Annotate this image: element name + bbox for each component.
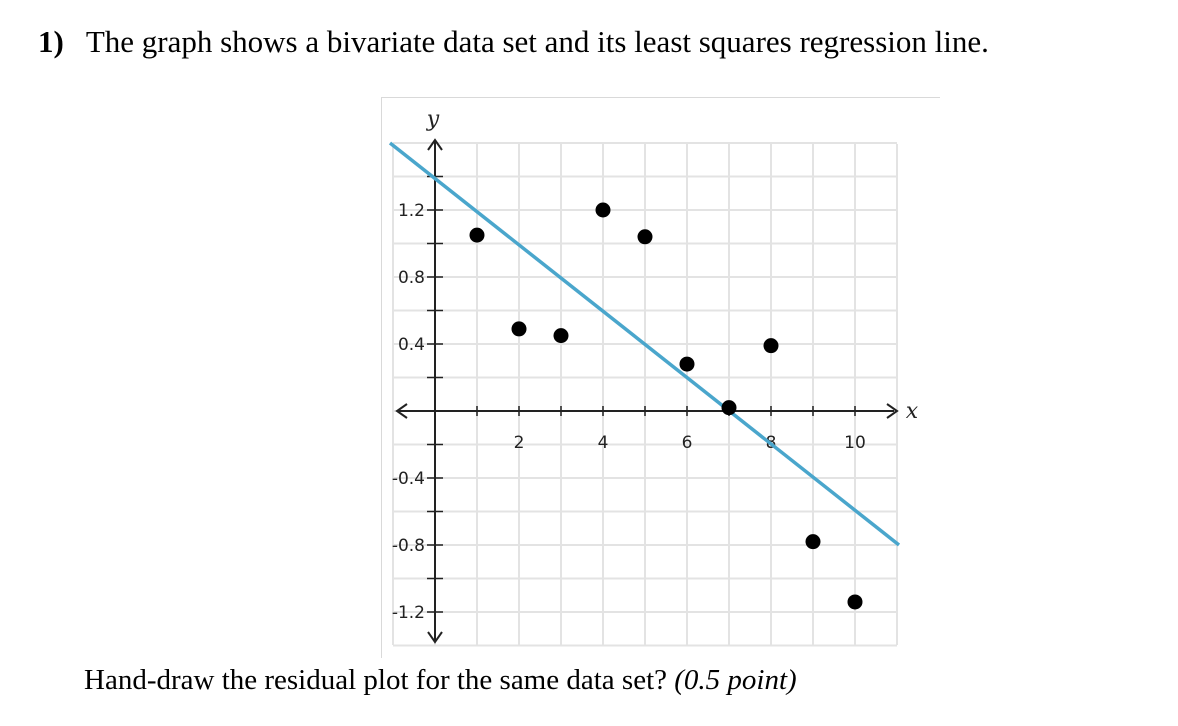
chart-frame — [381, 97, 940, 658]
data-point — [553, 328, 569, 344]
regression-line — [388, 141, 901, 547]
y-axis-label: y — [426, 107, 440, 132]
y-tick-label: -0.8 — [392, 536, 425, 556]
x-axis-right-arrow — [886, 403, 899, 419]
data-point — [721, 400, 737, 416]
x-tick-label: 6 — [682, 433, 693, 453]
y-axis-bottom-arrow — [427, 631, 443, 644]
data-point — [637, 229, 653, 245]
data-point — [847, 594, 863, 610]
footer-line: Hand-draw the residual plot for the same… — [84, 660, 797, 700]
data-point — [805, 534, 821, 550]
y-tick-label: 1.2 — [398, 201, 425, 221]
y-tick-label: -0.4 — [392, 469, 425, 489]
data-point — [511, 321, 527, 337]
grid-lines — [392, 142, 898, 647]
question-number: 1) — [38, 24, 64, 59]
x-tick-label: 2 — [514, 433, 525, 453]
footer-prompt: Hand-draw the residual plot for the same… — [84, 664, 675, 696]
x-axis-left-arrow — [395, 403, 408, 419]
x-axis-label: x — [906, 399, 919, 424]
y-tick-label: 0.8 — [398, 268, 425, 288]
x-tick-label: 4 — [598, 433, 609, 453]
data-point — [679, 356, 695, 372]
data-point — [469, 227, 485, 243]
y-tick-label: -1.2 — [392, 603, 425, 623]
y-axis-top-arrow — [427, 138, 443, 151]
data-point — [763, 338, 779, 354]
point-value: (0.5 point) — [674, 664, 797, 696]
question-text: The graph shows a bivariate data set and… — [85, 24, 989, 59]
data-point — [595, 202, 611, 218]
question-line: 1) The graph shows a bivariate data set a… — [38, 22, 989, 62]
y-tick-label: 0.4 — [398, 335, 425, 355]
x-tick-label: 10 — [844, 433, 866, 453]
